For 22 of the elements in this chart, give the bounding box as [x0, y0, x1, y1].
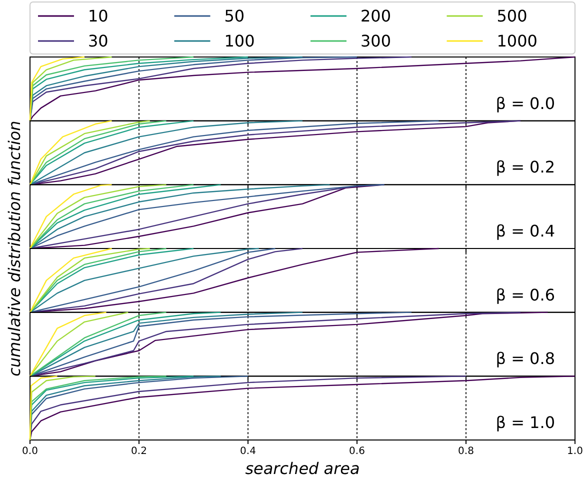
- legend-label: 1000: [496, 32, 538, 51]
- x-tick-label: 0.4: [240, 446, 256, 457]
- legend-label: 300: [360, 32, 392, 51]
- x-tick-label: 0.0: [22, 446, 38, 457]
- x-tick-label: 0.8: [458, 446, 474, 457]
- annotation: β = 0.6: [496, 285, 555, 304]
- x-tick-label: 0.2: [131, 446, 147, 457]
- y-axis-title: cumulative distribution function: [5, 120, 24, 376]
- legend-label: 100: [224, 32, 255, 51]
- annotation: β = 0.8: [496, 349, 555, 368]
- annotation: β = 0.2: [496, 158, 555, 177]
- legend-label: 10: [88, 6, 108, 26]
- legend-label: 200: [360, 6, 392, 26]
- legend-label: 30: [88, 32, 108, 51]
- x-tick-label: 0.6: [349, 446, 365, 457]
- annotation: β = 1.0: [496, 413, 555, 432]
- annotation: β = 0.4: [496, 222, 555, 240]
- x-axis-title: searched area: [245, 459, 360, 478]
- annotation: β = 0.0: [496, 94, 555, 113]
- legend-label: 500: [496, 6, 528, 26]
- x-tick-label: 1.0: [567, 446, 583, 457]
- legend-label: 50: [224, 6, 245, 26]
